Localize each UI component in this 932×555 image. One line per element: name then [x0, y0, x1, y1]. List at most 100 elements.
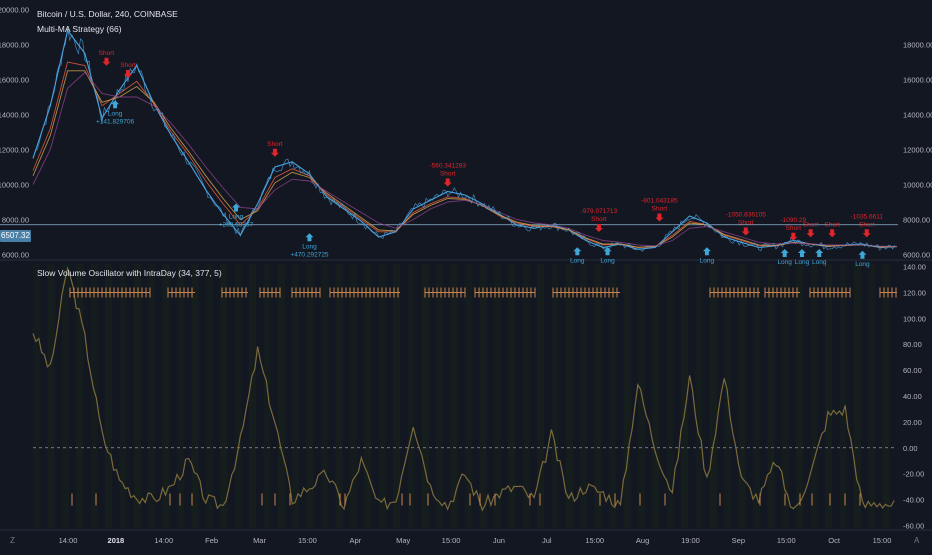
x-tick-label: Jun [493, 536, 505, 545]
y-tick-label-left: 18000.00 [0, 41, 29, 50]
long-arrow-icon [815, 249, 824, 257]
osc-background-band [868, 264, 876, 528]
chart-title: Bitcoin / U.S. Dollar, 240, COINBASE [37, 9, 178, 19]
y-tick-label-right: 12000.00 [903, 146, 932, 155]
y-tick-label-right: 18000.00 [903, 41, 932, 50]
long-label: Long [229, 214, 244, 221]
osc-background-band [695, 264, 703, 528]
osc-background-band [407, 264, 415, 528]
osc-y-tick-label: 80.00 [903, 340, 922, 349]
short-arrow-icon [828, 229, 837, 238]
x-tick-label: 15:00 [298, 536, 317, 545]
long-label: Long [700, 257, 715, 264]
y-tick-label-left: 6000.00 [2, 251, 29, 260]
oscillator-line [32, 266, 895, 512]
osc-background-band [306, 264, 314, 528]
long-arrow-icon [232, 203, 241, 212]
osc-background-band [796, 264, 804, 528]
short-label: Short [267, 141, 283, 148]
osc-background-band [839, 264, 847, 528]
osc-background-band [148, 264, 156, 528]
y-tick-label-right: 14000.00 [903, 111, 932, 120]
osc-background-band [738, 264, 746, 528]
osc-background-band [61, 264, 69, 528]
osc-background-band [551, 264, 559, 528]
auto-scale-button[interactable]: A [914, 536, 920, 545]
short-pnl-label: -979.071713 [581, 208, 618, 215]
long-label: Long [855, 261, 870, 268]
short-arrow-icon [862, 229, 871, 238]
osc-y-tick-label: 40.00 [903, 392, 922, 401]
y-tick-label-left: 12000.00 [0, 146, 29, 155]
osc-background-band [767, 264, 775, 528]
osc-background-band [292, 264, 300, 528]
short-arrow-icon [102, 57, 111, 66]
osc-y-tick-label: 0.00 [903, 444, 918, 453]
x-tick-label: 15:00 [442, 536, 461, 545]
osc-background-band [623, 264, 631, 528]
x-tick-label: 2018 [108, 536, 125, 545]
short-label: Short [803, 221, 819, 228]
short-label: Short [859, 221, 875, 228]
osc-background-band [666, 264, 674, 528]
osc-y-tick-label: -20.00 [903, 470, 924, 479]
short-label: Short [824, 221, 840, 228]
osc-background-band [105, 264, 113, 528]
long-label: Long [795, 259, 810, 266]
short-label: Short [652, 206, 668, 213]
osc-background-band [479, 264, 487, 528]
x-tick-label: 19:00 [681, 536, 700, 545]
long-arrow-icon [797, 249, 806, 257]
osc-background-band [162, 264, 170, 528]
y-tick-label-left: 16000.00 [0, 76, 29, 85]
short-pnl-label: -1050.836105 [726, 212, 767, 219]
osc-background-band [882, 264, 890, 528]
x-tick-label: Aug [636, 536, 649, 545]
short-label: Short [786, 225, 802, 232]
long-pnl-label: +202.53367 [219, 222, 254, 229]
x-tick-label: Mar [253, 536, 266, 545]
osc-y-tick-label: 20.00 [903, 418, 922, 427]
osc-background-band [465, 264, 473, 528]
osc-background-band [378, 264, 386, 528]
osc-background-band [853, 264, 861, 528]
osc-background-band [47, 264, 55, 528]
short-arrow-icon [741, 227, 750, 236]
osc-background-band [133, 264, 141, 528]
timezone-icon[interactable]: Z [10, 536, 15, 545]
osc-background-band [537, 264, 545, 528]
osc-background-band [709, 264, 717, 528]
osc-background-band [753, 264, 761, 528]
short-arrow-icon [806, 229, 815, 238]
osc-background-band [33, 264, 41, 528]
x-tick-label: Apr [349, 536, 361, 545]
x-tick-label: Jul [542, 536, 552, 545]
osc-background-band [119, 264, 127, 528]
osc-background-band [220, 264, 228, 528]
x-tick-label: 14:00 [154, 536, 173, 545]
y-tick-label-right: 8000.00 [903, 216, 930, 225]
x-tick-label: Oct [828, 536, 841, 545]
osc-background-band [565, 264, 573, 528]
x-tick-label: 15:00 [873, 536, 892, 545]
long-arrow-icon [573, 247, 582, 256]
osc-y-tick-label: -60.00 [903, 521, 924, 530]
y-tick-label-left: 14000.00 [0, 111, 29, 120]
osc-y-tick-label: 60.00 [903, 366, 922, 375]
long-arrow-icon [702, 247, 711, 256]
osc-background-band [364, 264, 372, 528]
oscillator-title: Slow Volume Oscillator with IntraDay (34… [37, 268, 222, 278]
short-label: Short [591, 216, 607, 223]
price-detail-line [32, 27, 896, 252]
osc-background-band [436, 264, 444, 528]
osc-y-tick-label: 140.00 [903, 263, 926, 272]
osc-background-band [508, 264, 516, 528]
x-tick-label: 15:00 [777, 536, 796, 545]
osc-background-band [321, 264, 329, 528]
osc-background-band [234, 264, 242, 528]
price-line [32, 29, 898, 250]
short-pnl-label: -1035.6611 [851, 213, 884, 220]
x-tick-label: May [396, 536, 410, 545]
short-arrow-icon [655, 213, 664, 222]
